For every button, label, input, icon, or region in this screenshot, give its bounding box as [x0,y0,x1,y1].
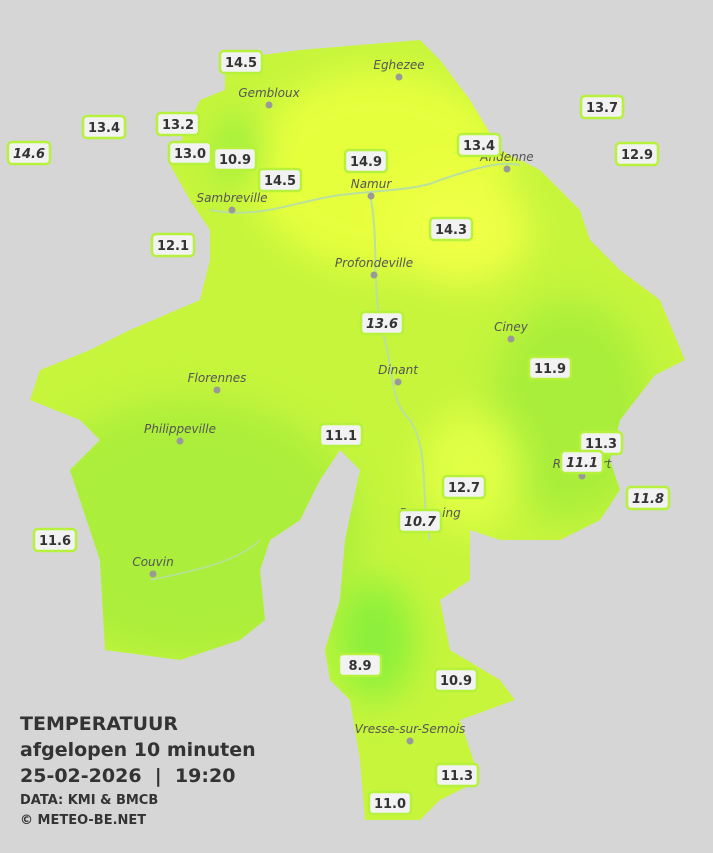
station-box [397,508,443,534]
station-box [32,527,78,553]
city-dot [395,73,403,81]
city-label: Eghezee [373,58,424,72]
station-box [343,148,389,174]
footer-source: DATA: KMI & BMCB [20,793,158,808]
station-box [527,355,573,381]
footer-subtitle: afgelopen 10 minuten [20,739,256,761]
station-box [359,310,405,336]
city-label: Philippeville [144,422,216,436]
station-value: 13.4 [463,139,495,154]
station-value: 13.6 [366,317,398,332]
station-value: 11.1 [325,429,357,444]
city-label: Ciney [494,320,529,334]
station-box [433,667,479,693]
city-dot [370,271,378,279]
station-value: 8.9 [348,659,371,674]
city-dot [176,437,184,445]
station-value: 12.9 [621,148,653,163]
station-box [218,49,264,75]
station-box [614,141,660,167]
station-box [579,94,625,120]
footer-title: TEMPERATUUR [20,713,178,735]
city-dot [503,165,511,173]
city-dot [149,570,157,578]
station-box [81,114,127,140]
footer-datetime: 25-02-2026 | 19:20 [20,765,235,787]
station-value: 10.9 [219,153,251,168]
station-value: 10.9 [440,674,472,689]
station-value: 11.3 [441,769,473,784]
station-value: 14.6 [13,147,45,162]
station-value: 14.9 [350,155,382,170]
city-label: Couvin [132,555,173,569]
city-label: Florennes [188,371,247,385]
city-dot [265,101,273,109]
station-box [367,790,413,816]
station-value: 11.6 [39,534,71,549]
city-dot [507,335,515,343]
city-label: Profondeville [335,256,413,270]
station-box [257,167,303,193]
station-box [6,140,52,166]
station-value: 11.9 [534,362,566,377]
city-label: Namur [351,177,393,191]
city-label: Dinant [378,363,419,377]
station-box [318,422,364,448]
station-value: 11.8 [632,492,664,507]
station-value: 13.4 [88,121,120,136]
station-value: 13.7 [586,101,618,116]
station-box [441,474,487,500]
city-dot [394,378,402,386]
station-box [337,652,383,678]
station-value: 13.0 [174,147,206,162]
city-dot [213,386,221,394]
city-label: Sambreville [196,191,267,205]
station-box [155,111,201,137]
station-box [456,132,502,158]
station-box [625,485,671,511]
station-box [150,232,196,258]
station-value: 14.5 [264,174,296,189]
city-dot [406,737,414,745]
city-dot [367,192,375,200]
footer-copyright: © METEO-BE.NET [20,813,146,828]
city-label: Gembloux [238,86,300,100]
station-value: 14.5 [225,56,257,71]
station-value: 12.1 [157,239,189,254]
station-value: 13.2 [162,118,194,133]
station-value: 10.7 [404,515,437,530]
city-label: Vresse-sur-Semois [355,722,466,736]
city-dot [228,206,236,214]
station-value: 11.1 [566,456,598,471]
station-value: 11.3 [585,437,617,452]
station-value: 14.3 [435,223,467,238]
station-box [212,146,258,172]
station-box [434,762,480,788]
station-box [167,140,213,166]
station-box [428,216,474,242]
station-value: 12.7 [448,481,480,496]
station-value: 11.0 [374,797,406,812]
station-box [559,449,605,475]
